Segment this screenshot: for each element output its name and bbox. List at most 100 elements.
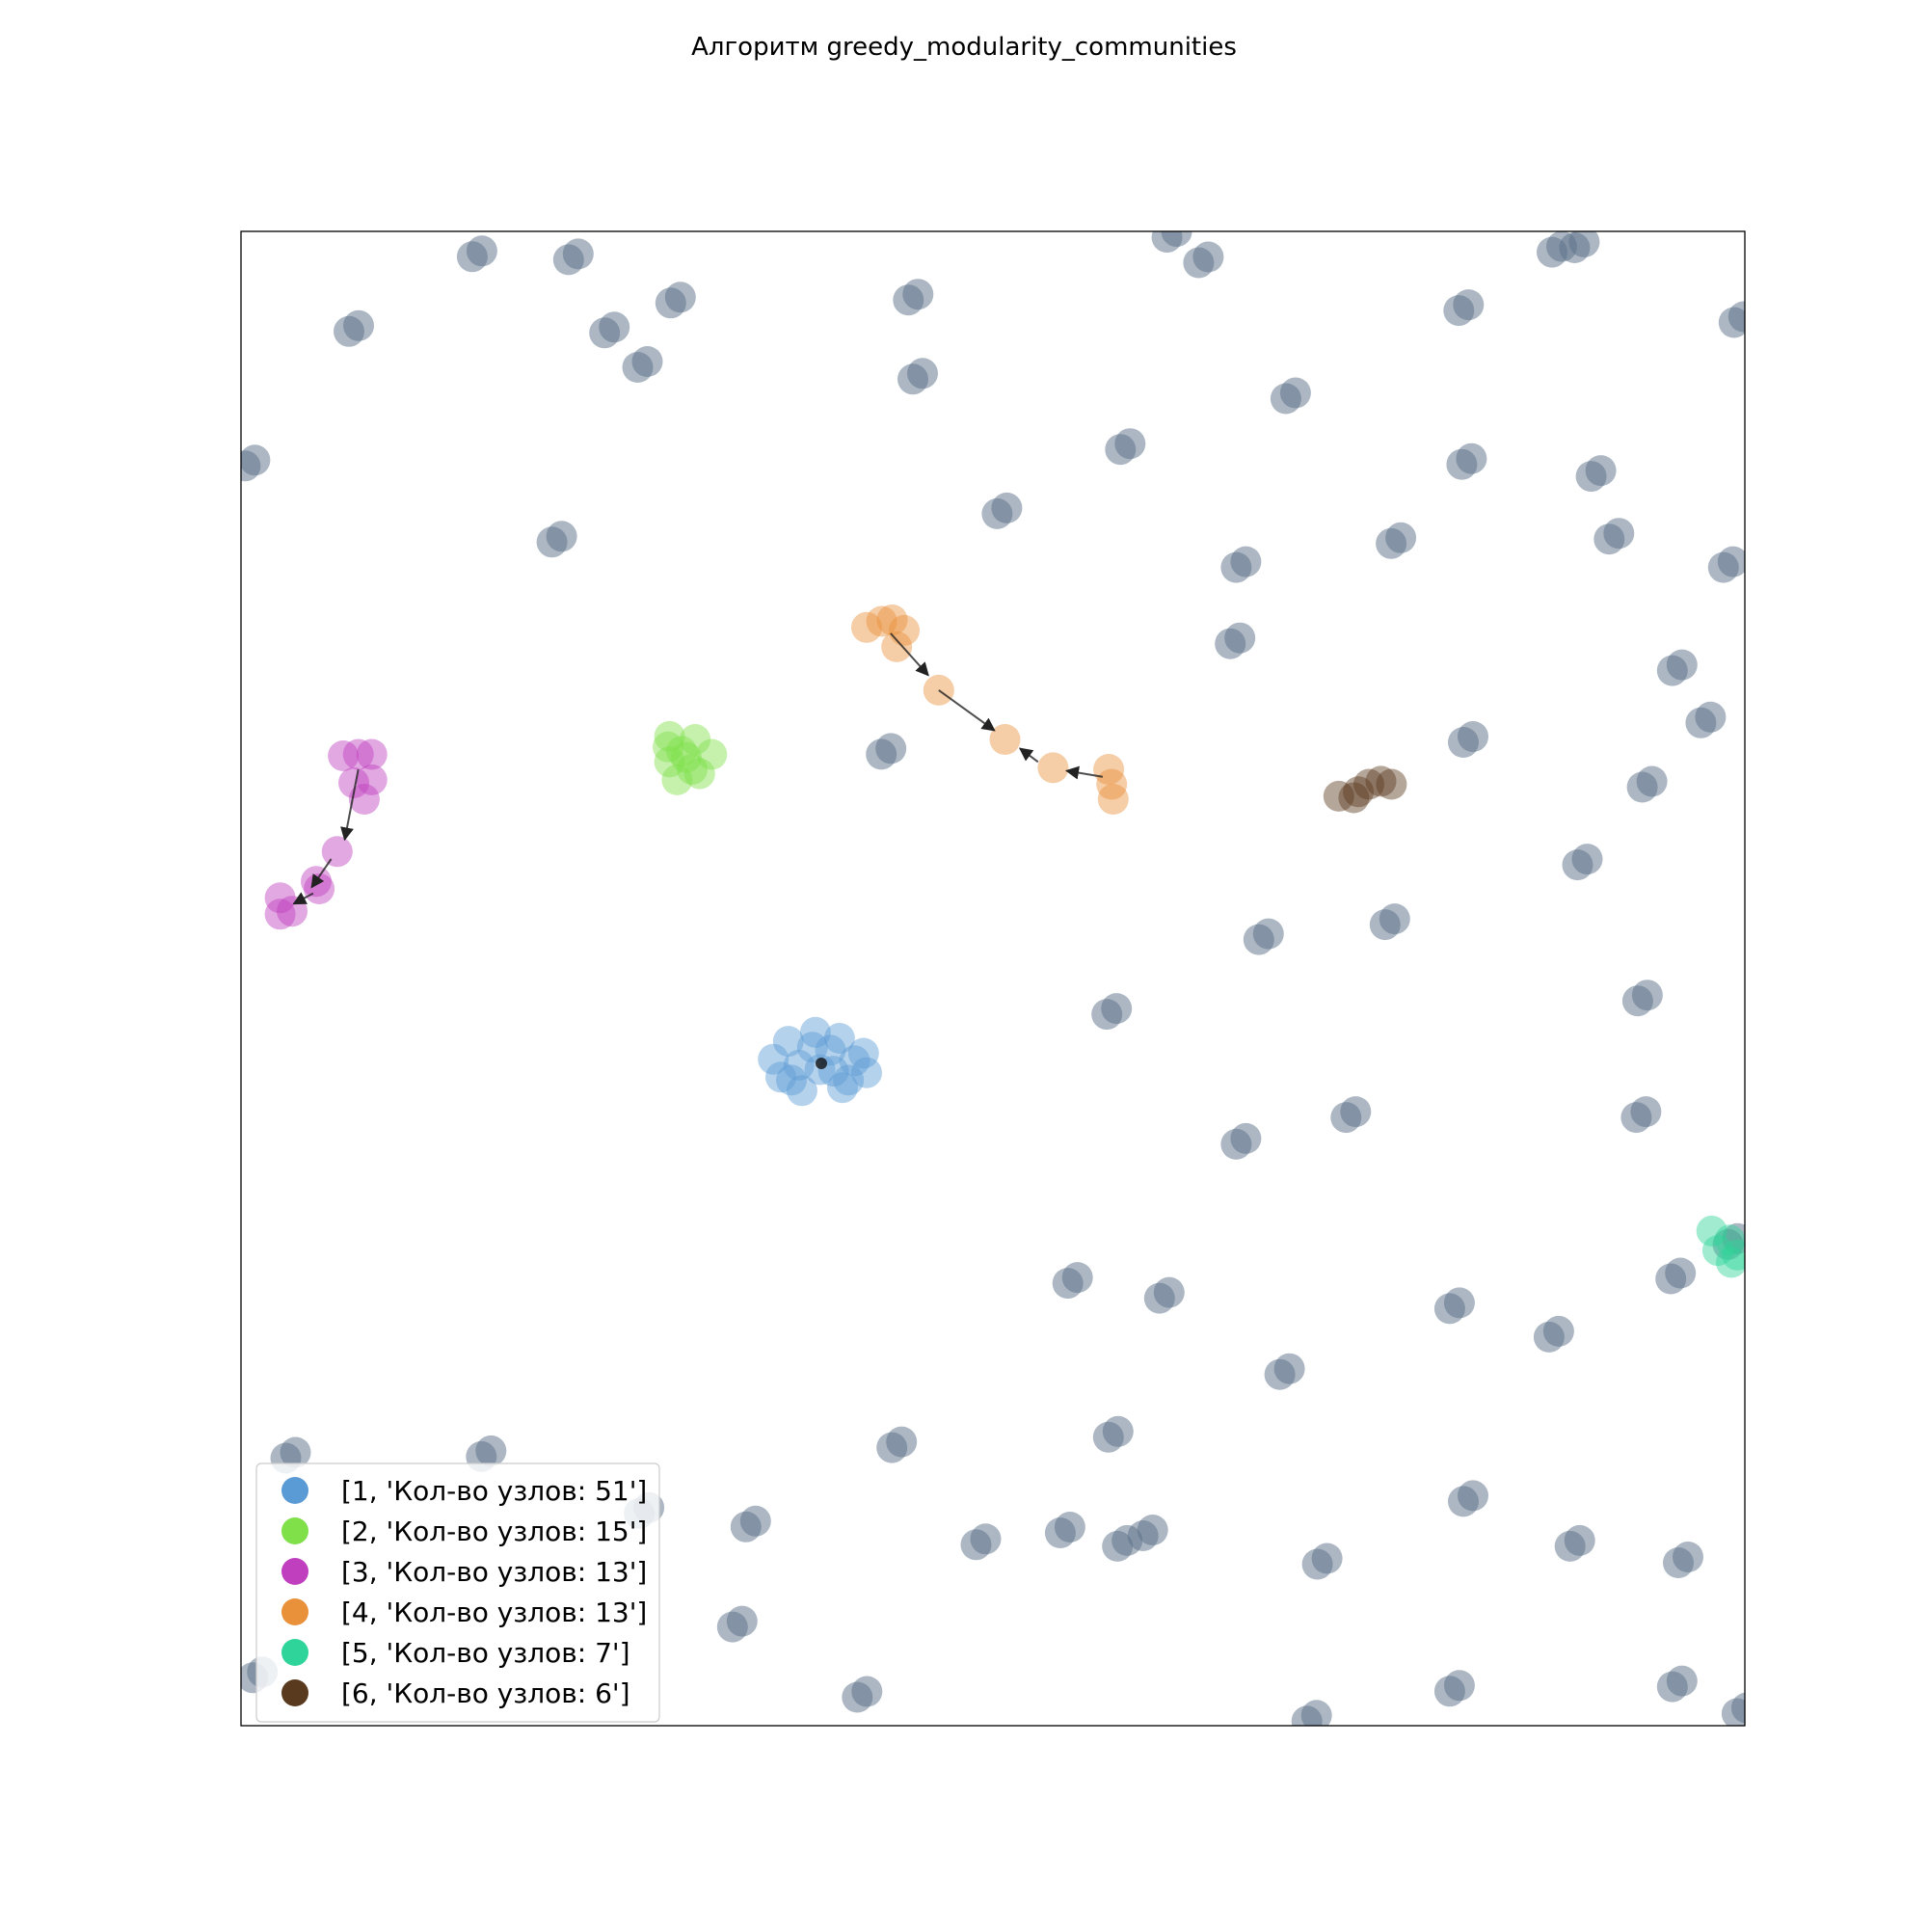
community-4-node [989, 724, 1021, 755]
community-1-node [839, 1045, 870, 1077]
isolated-node [739, 1505, 771, 1537]
legend-marker [281, 1517, 308, 1544]
graph-edge [938, 689, 996, 732]
community-5-node [1701, 1235, 1733, 1267]
isolated-node [1695, 701, 1727, 733]
isolated-node [1571, 844, 1603, 875]
isolated-node [1102, 1415, 1134, 1447]
community-3-node [342, 738, 374, 770]
isolated-node [902, 279, 934, 310]
community-3-node [328, 740, 360, 771]
isolated-node [1161, 231, 1192, 248]
isolated-node [1542, 1315, 1574, 1347]
isolated-node [1340, 1096, 1372, 1128]
community-6-node [1376, 768, 1407, 800]
isolated-node [1153, 1276, 1185, 1308]
isolated-node [631, 346, 663, 377]
isolated-node [726, 1605, 758, 1637]
community-1-node [772, 1026, 804, 1058]
community-6-node [1365, 765, 1397, 797]
community-2-node [696, 738, 728, 770]
isolated-node [1717, 546, 1745, 577]
isolated-node [1300, 1700, 1332, 1726]
isolated-node [991, 492, 1023, 523]
isolated-node [1630, 1096, 1662, 1128]
isolated-node [1564, 1524, 1595, 1556]
isolated-node [1230, 546, 1262, 577]
community-4-node [1097, 784, 1129, 815]
community-2-node [654, 746, 685, 778]
isolated-node [280, 1436, 311, 1468]
community-3-node [356, 738, 388, 770]
isolated-node [1456, 443, 1487, 474]
isolated-node [1311, 1543, 1343, 1574]
legend-marker [281, 1477, 308, 1504]
community-2-node [661, 764, 693, 795]
isolated-node [1631, 979, 1663, 1011]
legend-label: [6, 'Кол-во узлов: 6'] [341, 1677, 630, 1709]
isolated-node [1443, 1287, 1475, 1319]
community-4-node [866, 605, 897, 637]
isolated-node [851, 1676, 883, 1707]
isolated-node [1385, 522, 1417, 553]
community-1-node [758, 1043, 790, 1075]
legend-label: [3, 'Кол-во узлов: 13'] [341, 1556, 647, 1588]
isolated-node [907, 358, 938, 389]
community-2-node [654, 720, 685, 752]
community-4-node [851, 611, 882, 643]
isolated-node [466, 235, 497, 267]
isolated-node [562, 238, 594, 270]
legend-label: [5, 'Кол-во узлов: 7'] [341, 1637, 630, 1669]
community-1-node [783, 1049, 815, 1081]
community-1-node [804, 1054, 836, 1086]
isolated-node [1054, 1512, 1085, 1543]
isolated-node [546, 521, 577, 552]
legend-marker [281, 1558, 308, 1585]
community-3-node [356, 764, 388, 795]
legend: [1, 'Кол-во узлов: 51'] [2, 'Кол-во узлов… [255, 1462, 660, 1723]
legend-marker [281, 1679, 308, 1706]
community-6-node [1353, 768, 1384, 800]
community-4-node [1096, 768, 1128, 800]
isolated-node [1230, 1122, 1262, 1154]
isolated-node [1224, 622, 1256, 654]
community-5-node [1696, 1215, 1727, 1247]
graph-edge [310, 858, 333, 889]
legend-label: [2, 'Кол-во узлов: 15'] [341, 1516, 647, 1547]
community-3-node [348, 784, 380, 815]
graph-edge [890, 632, 929, 677]
isolated-node [1379, 903, 1410, 935]
legend-marker [281, 1639, 308, 1666]
isolated-node [1585, 455, 1617, 487]
legend-box [255, 1462, 660, 1723]
community-2-node [680, 724, 711, 755]
isolated-node [970, 1523, 1002, 1555]
isolated-node [1636, 765, 1668, 797]
isolated-node [1137, 1515, 1168, 1545]
community-1-node [827, 1072, 858, 1104]
community-5-node [1722, 1239, 1745, 1271]
community-4-node [876, 604, 908, 635]
isolated-node [1453, 289, 1485, 321]
plot-area [241, 231, 1745, 1726]
community-3-node [338, 767, 369, 798]
community-3-node [264, 882, 296, 914]
community-1-node [823, 1023, 855, 1054]
isolated-node [1061, 1262, 1093, 1294]
legend-label: [4, 'Кол-во узлов: 13'] [341, 1597, 647, 1628]
isolated-node [1458, 1480, 1488, 1512]
isolated-node [664, 282, 696, 313]
community-6-node [1323, 780, 1354, 812]
isolated-node [1603, 518, 1635, 550]
isolated-node [1722, 1222, 1745, 1254]
community-3-node [264, 899, 296, 930]
plot-frame [240, 230, 1746, 1727]
isolated-node [875, 733, 907, 765]
isolated-node [1730, 1692, 1745, 1724]
isolated-node [599, 311, 630, 343]
isolated-node [1252, 918, 1284, 950]
isolated-node [1114, 428, 1146, 460]
community-2-node [653, 731, 683, 763]
isolated-node [1666, 649, 1698, 681]
